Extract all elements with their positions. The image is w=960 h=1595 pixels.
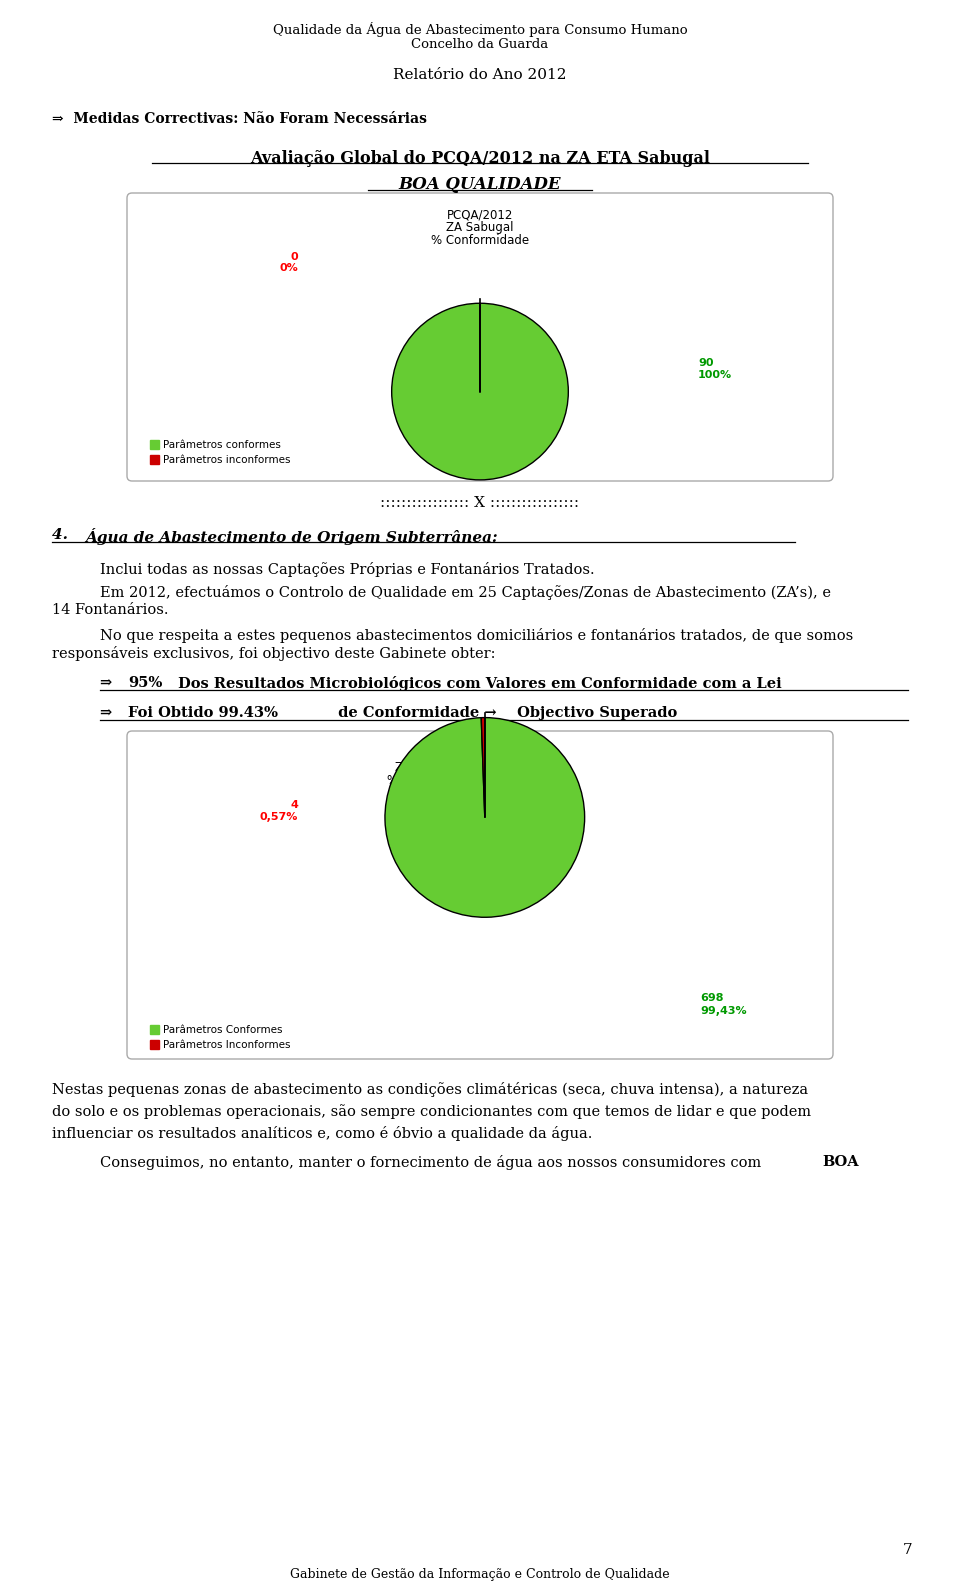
Text: ZA Sabugal: ZA Sabugal [446,222,514,234]
Text: PCQA/2012: PCQA/2012 [444,748,516,761]
Text: Parâmetros Inconformes: Parâmetros Inconformes [163,1040,291,1050]
Text: Conseguimos, no entanto, manter o fornecimento de água aos nossos consumidores c: Conseguimos, no entanto, manter o fornec… [100,1155,766,1171]
Text: No que respeita a estes pequenos abastecimentos domiciliários e fontanários trat: No que respeita a estes pequenos abastec… [100,628,853,643]
Wedge shape [385,718,585,917]
Text: PCQA/2012: PCQA/2012 [446,207,514,222]
Text: % Conformidade: % Conformidade [431,234,529,247]
Wedge shape [392,303,568,480]
Text: 99,43%: 99,43% [700,1006,747,1016]
Text: ⇒: ⇒ [100,707,123,719]
FancyBboxPatch shape [127,193,833,482]
Text: 14 Fontanários.: 14 Fontanários. [52,603,169,617]
Text: Parâmetros conformes: Parâmetros conformes [163,440,281,450]
Bar [150,455,159,464]
Text: 0: 0 [290,252,298,262]
Text: Nestas pequenas zonas de abastecimento as condições climátéricas (seca, chuva in: Nestas pequenas zonas de abastecimento a… [52,1081,808,1097]
Text: ⇒: ⇒ [100,676,123,691]
Text: responsáveis exclusivos, foi objectivo deste Gabinete obter:: responsáveis exclusivos, foi objectivo d… [52,646,495,660]
Text: Relatório do Ano 2012: Relatório do Ano 2012 [394,69,566,81]
Text: Avaliação Global do PCQA/2012 na ZA ETA Sabugal: Avaliação Global do PCQA/2012 na ZA ETA … [250,150,710,167]
FancyBboxPatch shape [127,731,833,1059]
Text: 4.: 4. [52,528,84,542]
Text: BOA: BOA [822,1155,858,1169]
Bar [150,1026,159,1034]
Text: ⇒  Medidas Correctivas: Não Foram Necessárias: ⇒ Medidas Correctivas: Não Foram Necessá… [52,112,427,126]
Wedge shape [481,718,485,817]
Text: do solo e os problemas operacionais, são sempre condicionantes com que temos de : do solo e os problemas operacionais, são… [52,1104,811,1118]
Text: Parâmetros inconformes: Parâmetros inconformes [163,455,291,466]
Text: de Conformidade →    Objectivo Superado: de Conformidade → Objectivo Superado [333,707,677,719]
Text: 698: 698 [700,994,724,1003]
Text: Foi Obtido 99.43%: Foi Obtido 99.43% [128,707,278,719]
Text: 0,57%: 0,57% [259,812,298,821]
Text: 7: 7 [903,1542,913,1557]
Text: 95%: 95% [128,676,162,691]
Text: Concelho da Guarda: Concelho da Guarda [412,38,548,51]
Text: BOA QUALIDADE: BOA QUALIDADE [398,175,562,193]
Text: Parâmetros Conformes: Parâmetros Conformes [163,1026,282,1035]
Text: 90: 90 [698,357,713,368]
Text: ::::::::::::::::: X :::::::::::::::::: ::::::::::::::::: X ::::::::::::::::: [380,496,580,510]
Text: Em 2012, efectuámos o Controlo de Qualidade em 25 Captações/Zonas de Abastecimen: Em 2012, efectuámos o Controlo de Qualid… [100,585,831,600]
Text: Dos Resultados Microbiológicos com Valores em Conformidade com a Lei: Dos Resultados Microbiológicos com Valor… [173,676,781,691]
Text: 100%: 100% [698,370,732,380]
Text: ZA’s Captações+Fontanários: ZA’s Captações+Fontanários [395,761,565,774]
Text: 0%: 0% [279,263,298,273]
Bar [150,440,159,450]
Text: Qualidade da Água de Abastecimento para Consumo Humano: Qualidade da Água de Abastecimento para … [273,22,687,37]
Text: Água de Abastecimento de Origem Subterrânea:: Água de Abastecimento de Origem Subterrâ… [85,528,497,545]
Bar [150,1040,159,1050]
Text: 4: 4 [290,801,298,810]
Text: Inclui todas as nossas Captações Próprias e Fontanários Tratados.: Inclui todas as nossas Captações Própria… [100,561,594,577]
Text: Gabinete de Gestão da Informação e Controlo de Qualidade: Gabinete de Gestão da Informação e Contr… [290,1568,670,1581]
Text: % Conformidade Microbiológica: % Conformidade Microbiológica [387,774,573,786]
Text: influenciar os resultados analíticos e, como é óbvio a qualidade da água.: influenciar os resultados analíticos e, … [52,1126,592,1140]
